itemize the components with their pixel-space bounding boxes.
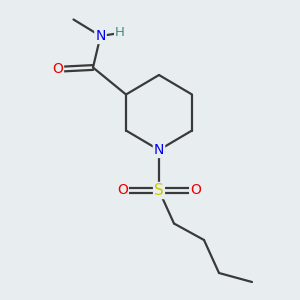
Text: O: O (117, 184, 128, 197)
Text: N: N (95, 29, 106, 43)
Text: N: N (154, 143, 164, 157)
Text: O: O (52, 62, 63, 76)
Text: S: S (154, 183, 164, 198)
Text: H: H (115, 26, 125, 40)
Text: O: O (190, 184, 201, 197)
